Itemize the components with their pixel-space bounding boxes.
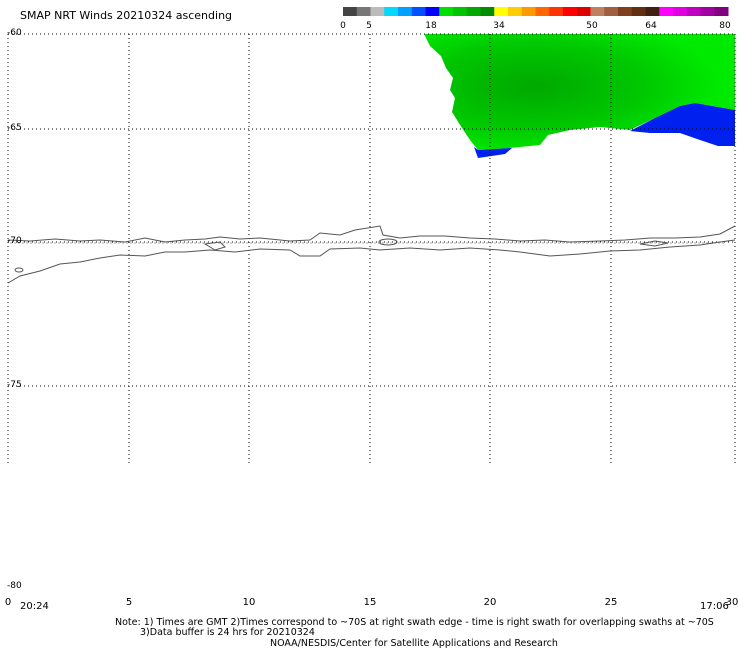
colorbar-segment: [576, 7, 591, 16]
lat-label-80: -80: [7, 581, 22, 591]
time-left: 20:24: [20, 601, 49, 612]
note-line-3: NOAA/NESDIS/Center for Satellite Applica…: [270, 638, 558, 649]
note-line-2: 3)Data buffer is 24 hrs for 20210324: [140, 627, 315, 638]
island-1: [203, 241, 226, 251]
colorbar-segment: [714, 7, 729, 16]
colorbar-segment: [604, 7, 619, 16]
ice-ellipse: [378, 238, 398, 246]
lon-label-5: 5: [125, 597, 133, 608]
lon-label-20: 20: [483, 597, 497, 608]
colorbar-label-18: 18: [425, 21, 437, 31]
colorbar-label-34: 34: [493, 21, 505, 31]
colorbar-label-80: 80: [719, 21, 731, 31]
colorbar-segment: [631, 7, 646, 16]
colorbar-segment: [439, 7, 454, 16]
colorbar-label-5: 5: [366, 21, 372, 31]
colorbar-segment: [590, 7, 605, 16]
colorbar-label-0: 0: [340, 21, 346, 31]
wind-swath-blue-right: [630, 103, 735, 146]
wind-swath-blue-left: [474, 147, 512, 158]
lon-label-15: 15: [363, 597, 377, 608]
colorbar-segment: [508, 7, 523, 16]
lon-label-25: 25: [604, 597, 618, 608]
colorbar-segment: [549, 7, 564, 16]
coastline: [7, 225, 736, 284]
colorbar-segment: [425, 7, 440, 16]
colorbar: [343, 7, 729, 16]
wind-swath: [424, 34, 735, 158]
colorbar-segment: [384, 7, 399, 16]
map-title: SMAP NRT Winds 20210324 ascending: [20, 9, 233, 22]
lon-label-10: 10: [242, 597, 256, 608]
colorbar-segment: [521, 7, 536, 16]
colorbar-segment: [398, 7, 413, 16]
colorbar-segment: [673, 7, 688, 16]
lat-label-70: -70: [7, 236, 22, 246]
colorbar-label-64: 64: [645, 21, 657, 31]
colorbar-segment: [686, 7, 701, 16]
lon-label-30: 30: [725, 597, 739, 608]
colorbar-segment: [343, 7, 358, 16]
colorbar-segment: [356, 7, 371, 16]
colorbar-segment: [370, 7, 385, 16]
lon-label-0: 0: [4, 597, 12, 608]
colorbar-segment: [535, 7, 550, 16]
colorbar-segment: [700, 7, 715, 16]
wind-swath-green: [424, 34, 735, 150]
lat-label-75: -75: [7, 380, 22, 390]
colorbar-segment: [466, 7, 481, 16]
colorbar-segment: [645, 7, 660, 16]
colorbar-segment: [453, 7, 468, 16]
lat-label-65: -65: [7, 123, 22, 133]
note-line-1: Note: 1) Times are GMT 2)Times correspon…: [115, 617, 714, 628]
colorbar-segment: [563, 7, 578, 16]
colorbar-segment: [659, 7, 674, 16]
colorbar-segment: [411, 7, 426, 16]
colorbar-segment: [618, 7, 633, 16]
colorbar-segment: [494, 7, 509, 16]
colorbar-label-50: 50: [586, 21, 598, 31]
time-right: 17:06: [700, 601, 729, 612]
colorbar-segment: [480, 7, 495, 16]
island-small: [14, 267, 24, 273]
lat-label-60: -60: [7, 28, 22, 38]
